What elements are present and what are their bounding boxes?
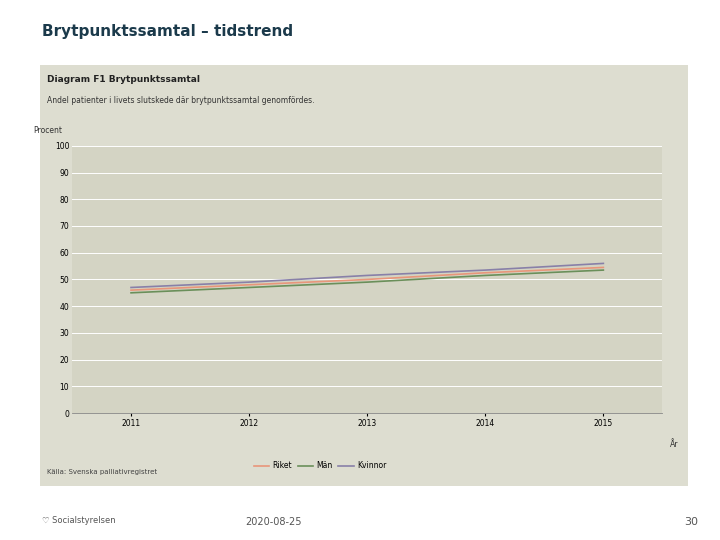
Kvinnor — [127, 284, 135, 291]
Riket — [481, 269, 490, 276]
Text: Källa: Svenska palliativregistret: Källa: Svenska palliativregistret — [48, 469, 158, 475]
Män — [245, 284, 253, 291]
Text: Andel patienter i livets slutskede där brytpunktssamtal genomfördes.: Andel patienter i livets slutskede där b… — [48, 96, 315, 105]
Text: Diagram F1 Brytpunktssamtal: Diagram F1 Brytpunktssamtal — [48, 76, 200, 84]
Riket — [599, 264, 608, 271]
Text: Brytpunktssamtal – tidstrend: Brytpunktssamtal – tidstrend — [42, 24, 293, 39]
Kvinnor — [363, 272, 372, 279]
Riket — [245, 281, 253, 288]
Män — [599, 267, 608, 273]
Kvinnor — [245, 279, 253, 285]
Män — [127, 289, 135, 296]
Kvinnor — [599, 260, 608, 267]
Line: Riket: Riket — [131, 267, 603, 290]
Män — [481, 272, 490, 279]
Kvinnor — [481, 267, 490, 273]
Text: 2020-08-25: 2020-08-25 — [246, 517, 302, 527]
Text: 30: 30 — [685, 517, 698, 527]
Line: Män: Män — [131, 270, 603, 293]
Line: Kvinnor: Kvinnor — [131, 264, 603, 287]
Text: ♡ Socialstyrelsen: ♡ Socialstyrelsen — [42, 516, 115, 525]
Text: År: År — [670, 440, 678, 449]
Legend: Riket, Män, Kvinnor: Riket, Män, Kvinnor — [251, 458, 390, 474]
Män — [363, 279, 372, 285]
Text: Procent: Procent — [34, 126, 63, 135]
Riket — [363, 276, 372, 283]
Riket — [127, 287, 135, 293]
